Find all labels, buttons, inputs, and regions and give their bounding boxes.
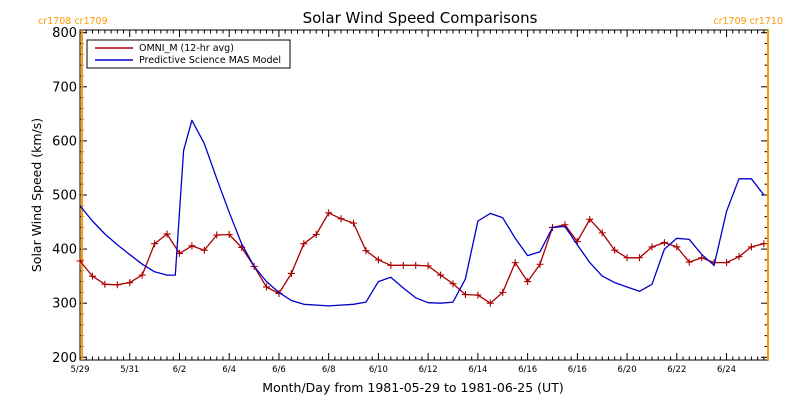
omni-data-point [660, 239, 668, 247]
omni-data-point [163, 230, 171, 238]
omni-data-point [213, 231, 221, 239]
omni-data-point [735, 253, 743, 261]
plot-frame [79, 29, 769, 361]
omni-data-point [611, 246, 619, 254]
x-tick-label: 6/2 [173, 365, 187, 375]
series-line-mas [79, 119, 765, 307]
chart-title: Solar Wind Speed Comparisons [303, 9, 538, 27]
y-tick-label: 800 [52, 26, 77, 41]
omni-data-point [337, 215, 345, 223]
omni-data-point [648, 243, 656, 251]
y-tick-label: 600 [52, 134, 77, 149]
omni-data-point [747, 243, 755, 251]
x-tick-label: 6/10 [369, 365, 388, 375]
y-tick-label: 300 [52, 297, 77, 312]
omni-data-point [312, 230, 320, 238]
x-tick-label: 6/20 [618, 365, 637, 375]
omni-data-point [424, 262, 432, 270]
omni-data-point [698, 254, 706, 262]
x-tick-label: 6/4 [222, 365, 236, 375]
x-tick-label: 6/12 [419, 365, 438, 375]
omni-data-point [760, 240, 768, 248]
y-tick-label: 400 [52, 243, 77, 258]
legend-box [86, 39, 291, 69]
omni-data-point [511, 259, 519, 267]
omni-data-point [586, 215, 594, 223]
y-tick-label: 500 [52, 189, 77, 204]
omni-data-point [399, 261, 407, 269]
carrington-label-right: cr1709 cr1710 [713, 16, 783, 27]
omni-data-point [287, 269, 295, 277]
omni-data-point [300, 240, 308, 248]
series-line-omni [79, 212, 765, 304]
x-tick-label: 5/31 [120, 365, 139, 375]
y-tick-label: 200 [52, 351, 77, 366]
omni-data-point [88, 272, 96, 280]
x-tick-label: 6/24 [717, 365, 736, 375]
omni-data-point [499, 288, 507, 296]
x-tick-label: 6/16 [518, 365, 537, 375]
x-tick-label: 5/29 [70, 365, 89, 375]
y-axis-label: Solar Wind Speed (km/s) [29, 118, 44, 272]
omni-data-point [461, 291, 469, 299]
omni-data-point [636, 254, 644, 262]
omni-data-point [350, 219, 358, 227]
x-tick-label: 6/8 [322, 365, 336, 375]
omni-data-point [101, 280, 109, 288]
legend: OMNI_M (12-hr avg) Predictive Science MA… [86, 39, 291, 69]
omni-data-point [524, 278, 532, 286]
legend-label-mas: Predictive Science MAS Model [139, 55, 281, 66]
omni-data-point [200, 246, 208, 254]
omni-data-point [362, 247, 370, 255]
omni-data-point [113, 281, 121, 289]
omni-data-point [412, 261, 420, 269]
omni-data-point [138, 271, 146, 279]
omni-data-point [263, 283, 271, 291]
omni-data-point [536, 260, 544, 268]
omni-data-point [374, 256, 382, 264]
omni-data-point [387, 261, 395, 269]
x-tick-label: 6/22 [667, 365, 686, 375]
omni-data-point [486, 299, 494, 307]
legend-label-omni: OMNI_M (12-hr avg) [139, 43, 234, 54]
omni-data-point [685, 258, 693, 266]
omni-data-point [598, 229, 606, 237]
omni-data-point [325, 209, 333, 217]
x-tick-label: 6/16 [568, 365, 587, 375]
carrington-label-left: cr1708 cr1709 [38, 16, 108, 27]
x-tick-label: 6/14 [468, 365, 487, 375]
x-tick-label: 6/6 [272, 365, 286, 375]
omni-data-point [76, 257, 84, 265]
omni-data-point [225, 230, 233, 238]
omni-data-point [188, 242, 196, 250]
plot-marks-layer: 200 300 400 500 600 700 800 5/29 5/31 6/2 6/4 6/6 6/… [52, 26, 769, 375]
x-axis-label: Month/Day from 1981-05-29 to 1981-06-25 … [262, 380, 563, 395]
omni-data-point [673, 243, 681, 251]
omni-data-point [126, 279, 134, 287]
y-tick-label: 700 [52, 80, 77, 95]
omni-data-point [474, 291, 482, 299]
omni-data-point [437, 271, 445, 279]
omni-data-point [151, 240, 159, 248]
omni-data-point [623, 254, 631, 262]
omni-data-point [723, 259, 731, 267]
omni-data-point [449, 280, 457, 288]
